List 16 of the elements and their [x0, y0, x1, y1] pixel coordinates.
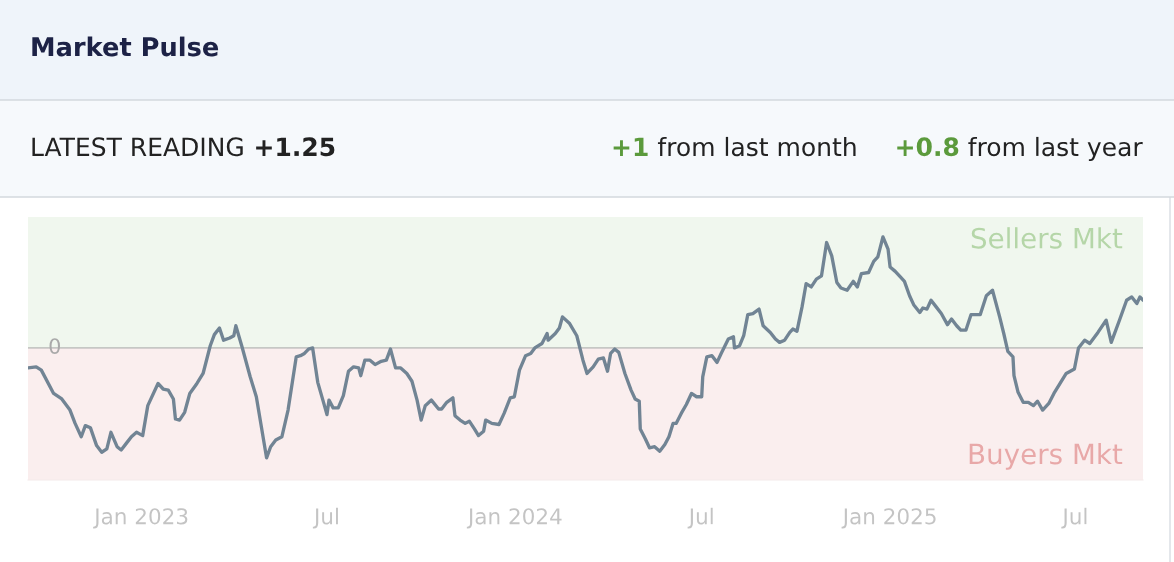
band-label: Buyers Mkt: [969, 442, 1123, 470]
chart-title: Market Pulse: [32, 36, 219, 57]
text: from last month: [657, 136, 856, 157]
x-tick-label: Jul: [1061, 507, 1087, 529]
text: from last year: [968, 136, 1143, 162]
text: LATEST READING: [32, 137, 243, 157]
x-tick-label: Jan 2023: [93, 508, 188, 529]
x-tick-label: Jul: [312, 507, 338, 529]
x-tick-label: Jan 2025: [841, 508, 936, 529]
x-tick-label: Jan 2024: [466, 508, 562, 529]
band-label: Sellers Mkt: [971, 227, 1123, 249]
text: +0.8: [897, 137, 959, 157]
ref-line-label: 0: [49, 338, 60, 354]
text: +1: [613, 137, 648, 156]
text: +1.25: [256, 137, 335, 157]
x-tick-label: Jul: [687, 507, 713, 529]
